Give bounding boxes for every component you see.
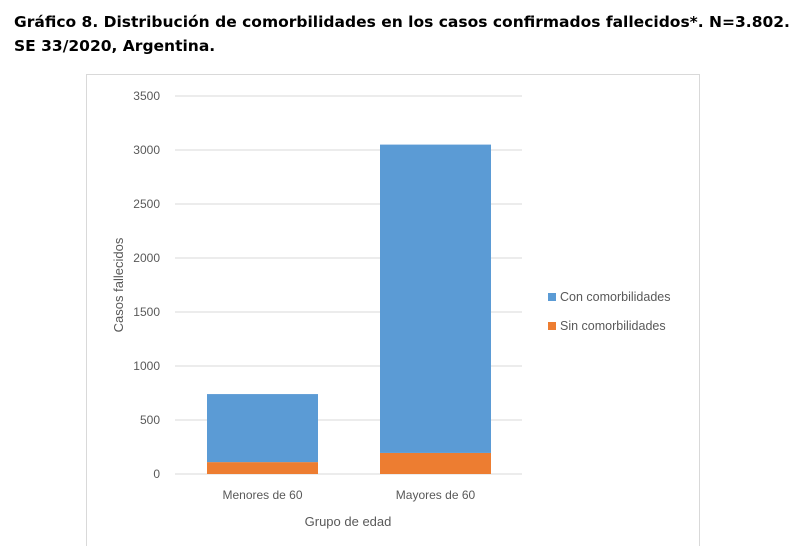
y-tick-labels: 0 500 1000 1500 2000 2500 3000 3500: [133, 89, 160, 481]
bar-sin-comorbilidades-1: [380, 452, 491, 474]
chart-title-line-2: SE 33/2020, Argentina.: [14, 37, 216, 55]
y-tick-label-3000: 3000: [133, 143, 160, 157]
bar-con-comorbilidades-0: [207, 394, 318, 463]
y-tick-label-0: 0: [153, 467, 160, 481]
bar-sin-comorbilidades-0: [207, 462, 318, 474]
y-tick-label-1500: 1500: [133, 305, 160, 319]
x-tick-label-0: Menores de 60: [222, 488, 302, 502]
legend-label-0: Con comorbilidades: [560, 290, 670, 304]
x-tick-label-1: Mayores de 60: [396, 488, 476, 502]
legend-label-1: Sin comorbilidades: [560, 319, 666, 333]
legend-swatch-0: [548, 293, 556, 301]
bars: [207, 144, 491, 474]
chart-frame: [86, 74, 700, 546]
chart-title: Gráfico 8. Distribución de comorbilidade…: [14, 10, 790, 58]
chart-title-line-1: Gráfico 8. Distribución de comorbilidade…: [14, 13, 790, 31]
y-axis-title: Casos fallecidos: [111, 237, 126, 332]
legend-swatch-1: [548, 322, 556, 330]
y-tick-label-500: 500: [140, 413, 160, 427]
y-tick-label-2000: 2000: [133, 251, 160, 265]
y-tick-label-1000: 1000: [133, 359, 160, 373]
x-tick-labels: Menores de 60 Mayores de 60: [222, 488, 475, 502]
bar-con-comorbilidades-1: [380, 144, 491, 453]
x-axis-title: Grupo de edad: [305, 514, 392, 529]
y-tick-label-3500: 3500: [133, 89, 160, 103]
legend: Con comorbilidades Sin comorbilidades: [548, 290, 670, 333]
y-tick-label-2500: 2500: [133, 197, 160, 211]
